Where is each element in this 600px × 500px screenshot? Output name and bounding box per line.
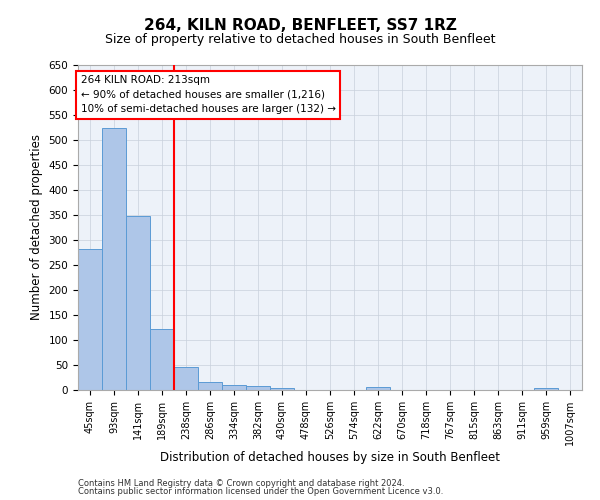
Bar <box>150 329 174 390</box>
Text: Contains HM Land Registry data © Crown copyright and database right 2024.: Contains HM Land Registry data © Crown c… <box>78 478 404 488</box>
Bar <box>534 388 558 390</box>
Bar <box>198 382 222 390</box>
Bar <box>78 249 102 390</box>
Bar <box>102 128 126 390</box>
X-axis label: Distribution of detached houses by size in South Benfleet: Distribution of detached houses by size … <box>160 450 500 464</box>
Text: 264, KILN ROAD, BENFLEET, SS7 1RZ: 264, KILN ROAD, BENFLEET, SS7 1RZ <box>143 18 457 32</box>
Bar <box>246 386 270 390</box>
Text: 264 KILN ROAD: 213sqm
← 90% of detached houses are smaller (1,216)
10% of semi-d: 264 KILN ROAD: 213sqm ← 90% of detached … <box>80 74 335 114</box>
Bar <box>366 386 390 390</box>
Y-axis label: Number of detached properties: Number of detached properties <box>30 134 43 320</box>
Bar <box>222 384 246 390</box>
Bar <box>126 216 150 390</box>
Text: Size of property relative to detached houses in South Benfleet: Size of property relative to detached ho… <box>105 32 495 46</box>
Text: Contains public sector information licensed under the Open Government Licence v3: Contains public sector information licen… <box>78 487 443 496</box>
Bar <box>270 388 294 390</box>
Bar <box>174 366 198 390</box>
